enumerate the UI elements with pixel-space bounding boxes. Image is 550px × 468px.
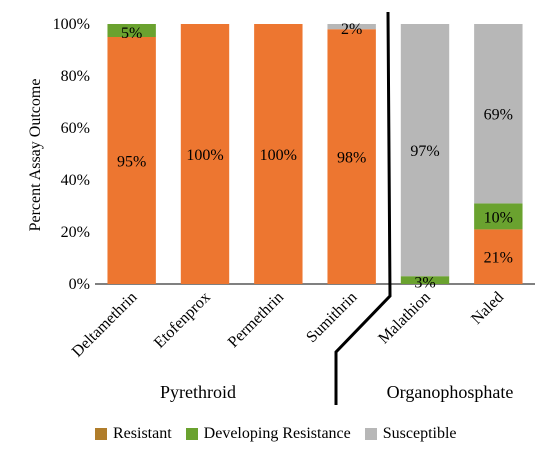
bar-naled-developing-resistance [474, 203, 523, 230]
data-label-permethrin-resistant: 100% [260, 147, 297, 164]
x-tick-label-permethrin: Permethrin [225, 289, 287, 351]
bar-sumithrin-susceptible [327, 24, 376, 30]
legend-swatch-susceptible [364, 428, 377, 440]
data-label-malathion-susceptible: 97% [410, 143, 439, 160]
legend: Resistant Developing Resistance Suscepti… [95, 425, 471, 443]
x-tick-label-etofenprox: Etofenprox [151, 289, 214, 352]
data-label-naled-developing-resistance: 10% [484, 209, 513, 226]
bar-sumithrin-resistant [327, 29, 376, 285]
legend-label-resistant: Resistant [113, 425, 172, 442]
data-labels-layer: 95% 5% 100% 100% 98% 2% 3% 97% 21% 10% 69% [117, 21, 513, 291]
bar-permethrin-resistant [254, 24, 303, 284]
legend-item-developing-resistance: Developing Resistance [185, 425, 351, 443]
bars-layer [107, 24, 523, 285]
data-label-malathion-developing-resistance: 3% [414, 274, 435, 291]
y-tick-label: 100% [53, 16, 90, 33]
bar-malathion-susceptible [400, 24, 450, 277]
bar-naled-susceptible [474, 24, 523, 204]
data-label-deltamethrin-resistant: 95% [117, 154, 146, 171]
bar-malathion-developing-resistance [400, 276, 450, 284]
data-label-sumithrin-susceptible: 2% [341, 21, 362, 38]
group-label-organophosphate: Organophosphate [387, 382, 514, 402]
data-label-etofenprox-resistant: 100% [186, 147, 223, 164]
data-label-sumithrin-resistant: 98% [337, 150, 366, 167]
y-axis-ticks: 0% 20% 40% 60% 80% 100% [53, 16, 90, 293]
x-axis-ticks: Deltamethrin Etofenprox Permethrin Sumithri… [69, 289, 507, 361]
legend-label-susceptible: Susceptible [382, 425, 457, 442]
bar-naled-resistant [474, 229, 523, 284]
y-tick-label: 60% [61, 120, 90, 137]
y-tick-label: 80% [61, 68, 90, 85]
y-axis-title: Percent Assay Outcome [27, 79, 44, 232]
x-tick-label-naled: Naled [468, 289, 507, 328]
legend-item-susceptible: Susceptible [364, 425, 457, 443]
legend-swatch-developing-resistance [185, 428, 198, 440]
group-label-pyrethroid: Pyrethroid [160, 382, 236, 402]
legend-swatch-resistant [95, 428, 107, 440]
y-tick-label: 40% [61, 172, 90, 189]
group-divider-line [334, 11, 392, 405]
y-tick-label: 0% [69, 276, 90, 293]
x-tick-label-malathion: Malathion [375, 289, 434, 348]
bar-deltamethrin-developing-resistance [107, 24, 156, 37]
x-tick-label-deltamethrin: Deltamethrin [69, 289, 141, 361]
data-label-deltamethrin-developing-resistance: 5% [121, 25, 142, 42]
bar-etofenprox-resistant [180, 24, 230, 284]
bar-deltamethrin-resistant [107, 37, 156, 284]
legend-item-resistant: Resistant [95, 425, 172, 443]
stacked-bar-chart: Percent Assay Outcome 95% 5% 100% 100% 98% 2%… [27, 11, 535, 405]
y-tick-label: 20% [61, 224, 90, 241]
data-label-naled-resistant: 21% [484, 250, 513, 267]
legend-label-developing-resistance: Developing Resistance [203, 425, 351, 442]
data-label-naled-susceptible: 69% [484, 107, 513, 124]
